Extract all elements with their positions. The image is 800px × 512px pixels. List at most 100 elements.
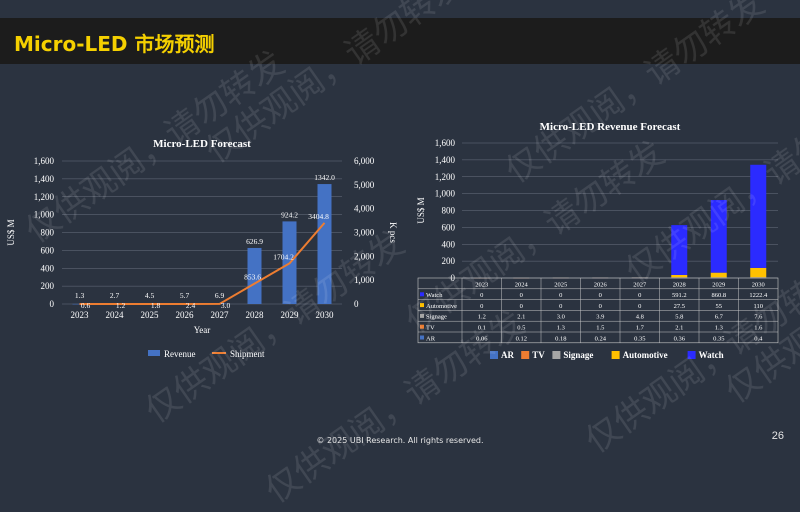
chart2-y-tick: 200 — [442, 256, 456, 266]
chart2-title: Micro-LED Revenue Forecast — [540, 121, 681, 133]
chart1-x-tick: 2025 — [141, 310, 160, 320]
data-table-swatch-watch — [420, 292, 424, 296]
chart2-y-tick: 1,400 — [435, 155, 456, 165]
forecast-chart: Micro-LED Forecast02004006008001,0001,20… — [0, 0, 800, 450]
data-table-cell: 1.2 — [478, 314, 486, 321]
data-table-cell: 4.8 — [636, 314, 644, 321]
data-table-row-label: TV — [426, 325, 435, 332]
revenue-value-label: 6.9 — [215, 291, 225, 300]
revenue-value-label: 2.7 — [110, 291, 120, 300]
data-table-cell: 27.5 — [674, 303, 685, 310]
data-table-cell: 0 — [559, 303, 562, 310]
data-table-row-label: Automotive — [426, 303, 457, 310]
chart1-x-tick: 2029 — [281, 310, 300, 320]
data-table-cell: 0.1 — [478, 325, 486, 332]
shipment-value-label: 3404.8 — [308, 212, 329, 221]
data-table-cell: 7.6 — [754, 314, 763, 321]
data-table-cell: 0 — [559, 292, 562, 299]
chart2-y-tick: 400 — [442, 239, 456, 249]
chart1-y2-label: K pcs — [388, 222, 398, 243]
data-table-header: 2030 — [752, 281, 765, 288]
data-table-cell: 2.1 — [517, 314, 525, 321]
chart1-x-tick: 2027 — [211, 310, 230, 320]
data-table-cell: 6.7 — [715, 314, 724, 321]
chart1-y-label: US$ M — [6, 219, 16, 245]
shipment-value-label: 1.2 — [116, 301, 126, 310]
data-table-cell: 0.36 — [674, 335, 686, 342]
shipment-value-label: 1704.2 — [273, 252, 294, 261]
revenue-bar — [318, 184, 332, 304]
data-table-cell: 1.7 — [636, 325, 645, 332]
data-table-cell: 0 — [638, 292, 641, 299]
data-table-cell: 1.3 — [557, 325, 565, 332]
data-table-cell: 1.6 — [754, 325, 763, 332]
revenue-value-label: 1342.0 — [314, 173, 335, 182]
legend2-label-watch: Watch — [699, 350, 724, 360]
chart1-y-tick: 1,600 — [34, 156, 55, 166]
chart1-title: Micro-LED Forecast — [153, 138, 251, 150]
chart1-y-tick: 400 — [41, 263, 55, 273]
data-table-cell: 0.35 — [713, 335, 724, 342]
shipment-value-label: 2.4 — [186, 301, 196, 310]
chart1-y2-tick: 4,000 — [354, 204, 375, 214]
stacked-bar-watch — [750, 165, 766, 268]
data-table-header: 2029 — [712, 281, 725, 288]
data-table-cell: 0.12 — [516, 335, 527, 342]
data-table-cell: 0.5 — [517, 325, 525, 332]
chart2-y-label: US$ M — [416, 197, 426, 223]
shipment-value-label: 3.0 — [221, 301, 231, 310]
chart1-y-tick: 600 — [41, 245, 55, 255]
data-table-cell: 55 — [716, 303, 723, 310]
data-table-cell: 110 — [753, 303, 763, 310]
data-table-header: 2023 — [475, 281, 488, 288]
revenue-value-label: 924.2 — [281, 210, 298, 219]
data-table-cell: 860.8 — [711, 292, 726, 299]
chart1-y2-tick: 5,000 — [354, 180, 375, 190]
chart1-y2-tick: 1,000 — [354, 275, 375, 285]
chart1-y-tick: 1,400 — [34, 174, 55, 184]
chart1-y-tick: 0 — [50, 299, 55, 309]
chart2-y-tick: 1,200 — [435, 172, 456, 182]
legend2-swatch-watch — [688, 351, 696, 359]
legend2-label-signage: Signage — [563, 350, 593, 360]
data-table-cell: 0 — [638, 303, 641, 310]
chart2-y-tick: 1,000 — [435, 189, 456, 199]
legend-swatch-revenue — [148, 350, 160, 356]
data-table-cell: 1.3 — [715, 325, 723, 332]
shipment-value-label: 0.6 — [81, 301, 91, 310]
chart1-x-tick: 2026 — [176, 310, 195, 320]
data-table-cell: 0.06 — [476, 335, 488, 342]
legend2-swatch-signage — [552, 351, 560, 359]
data-table-cell: 0.18 — [555, 335, 566, 342]
data-table-cell: 2.1 — [675, 325, 683, 332]
data-table-cell: 0.24 — [595, 335, 607, 342]
data-table-swatch-ar — [420, 336, 424, 340]
copyright-footer: © 2025 UBI Research. All rights reserved… — [0, 436, 800, 445]
chart1-x-tick: 2030 — [316, 310, 335, 320]
data-table-cell: 0.4 — [754, 335, 763, 342]
legend-label-revenue: Revenue — [164, 349, 196, 359]
chart1-y2-tick: 3,000 — [354, 228, 375, 238]
legend2-label-ar: AR — [501, 350, 514, 360]
stacked-bar-automotive — [711, 273, 727, 278]
chart1-y-tick: 200 — [41, 281, 55, 291]
legend2-swatch-tv — [521, 351, 529, 359]
chart1-x-tick: 2024 — [106, 310, 125, 320]
chart2-y-tick: 1,600 — [435, 138, 456, 148]
data-table-swatch-tv — [420, 325, 424, 329]
chart1-x-label: Year — [194, 325, 211, 335]
shipment-value-label: 1.8 — [151, 301, 161, 310]
shipment-value-label: 853.6 — [244, 273, 261, 282]
data-table-header: 2028 — [673, 281, 686, 288]
data-table-header: 2025 — [554, 281, 567, 288]
stacked-bar-automotive — [750, 268, 766, 277]
data-table-cell: 591.2 — [672, 292, 687, 299]
data-table-cell: 0 — [520, 303, 523, 310]
data-table-row-label: Signage — [426, 314, 447, 321]
data-table-cell: 5.8 — [675, 314, 683, 321]
data-table-header: 2024 — [515, 281, 529, 288]
chart1-y-tick: 1,200 — [34, 192, 55, 202]
revenue-value-label: 1.3 — [75, 291, 85, 300]
data-table-header: 2026 — [594, 281, 608, 288]
chart1-y2-tick: 6,000 — [354, 156, 375, 166]
